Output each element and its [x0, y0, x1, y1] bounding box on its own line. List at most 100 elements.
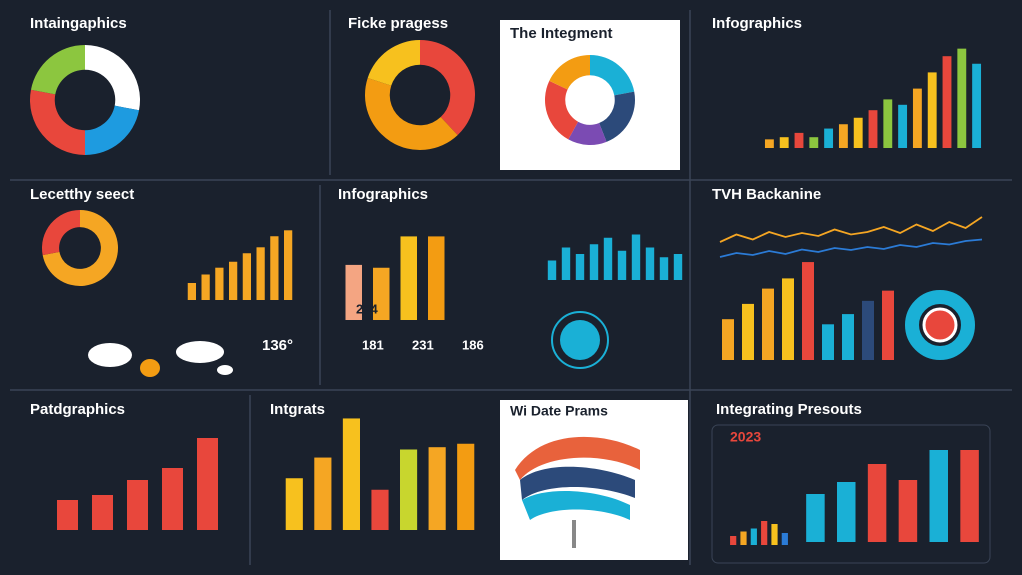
pie-segment [30, 45, 85, 95]
bar [722, 319, 734, 360]
panel-title: Intaingaphics [30, 15, 127, 32]
bar [764, 139, 774, 148]
bar [400, 449, 418, 530]
bar [547, 260, 557, 280]
panel-title: Lecetthy seect [30, 186, 134, 203]
bar [428, 236, 445, 320]
bar [345, 264, 362, 320]
bar [781, 533, 788, 545]
panel-title: TVH Backanine [712, 186, 821, 203]
bar [215, 267, 224, 300]
panel-title: The Integment [510, 25, 613, 42]
panel-title: Infographics [712, 15, 802, 32]
bar [617, 250, 627, 280]
bar [742, 303, 754, 360]
bar [730, 536, 737, 545]
bar [285, 478, 303, 530]
bar [400, 236, 417, 320]
bar [127, 480, 148, 530]
pie-segment [590, 55, 635, 96]
bar [806, 494, 825, 542]
bar [229, 261, 238, 300]
pie-segment [364, 78, 458, 150]
bar [942, 56, 952, 149]
line [719, 238, 983, 258]
bar [201, 274, 210, 300]
bar [868, 110, 878, 148]
bar [761, 521, 768, 545]
annotation: 181 [362, 337, 384, 352]
bar [771, 524, 778, 545]
pie-segment [599, 91, 635, 142]
bar [371, 489, 389, 530]
bar [929, 450, 948, 542]
bar [284, 230, 293, 300]
bar [794, 132, 804, 148]
bar [645, 247, 655, 280]
pie-segment [42, 210, 118, 286]
bar [898, 480, 918, 542]
annotation: 136° [262, 337, 293, 354]
bar [314, 457, 332, 530]
annotation: 254 [356, 301, 378, 316]
bar [782, 278, 794, 360]
pie-segment [29, 89, 85, 155]
bar [822, 324, 834, 360]
panel-title: Ficke pragess [348, 15, 448, 32]
bar [867, 464, 887, 542]
pie-segment [85, 45, 141, 111]
bar [561, 247, 571, 280]
panel-title: Intgrats [270, 401, 325, 418]
bar [373, 267, 390, 320]
bar [242, 253, 251, 300]
annotation: 2023 [730, 429, 761, 445]
panel-title: Integrating Presouts [716, 401, 862, 418]
bar [882, 290, 894, 360]
bar [740, 531, 747, 545]
bar [837, 482, 856, 542]
pie-segment [41, 209, 80, 256]
bar [57, 500, 78, 530]
ring [551, 290, 975, 369]
bar [603, 237, 613, 280]
bar [342, 418, 360, 530]
pie-segment [544, 80, 579, 140]
pie-segment [568, 121, 607, 145]
pie-segment [549, 54, 590, 90]
bar [883, 99, 893, 148]
panel-title: Infographics [338, 186, 428, 203]
annotation: Wi Date Prams [510, 403, 608, 419]
bar [589, 244, 599, 280]
bar [256, 247, 265, 300]
panel-frame [711, 424, 991, 564]
bar [631, 234, 641, 280]
bar [802, 262, 814, 360]
bar [853, 117, 863, 148]
bar [162, 468, 183, 530]
bar [842, 314, 854, 360]
bar [197, 438, 218, 530]
ribbon [515, 436, 640, 548]
bar [912, 88, 922, 148]
bar [457, 443, 475, 530]
bar [927, 72, 937, 148]
pie-segment [420, 40, 475, 136]
bar [762, 288, 774, 360]
pie-segment [85, 105, 140, 155]
annotation: 186 [462, 337, 484, 352]
card [500, 20, 680, 170]
panel-title: Patdgraphics [30, 401, 125, 418]
bar [270, 236, 279, 300]
bar [898, 104, 908, 148]
bar [779, 137, 789, 148]
bar [92, 495, 113, 530]
bar [575, 254, 585, 280]
bar [187, 283, 196, 300]
bar [824, 128, 834, 148]
bar [957, 48, 967, 148]
world-map [88, 341, 233, 377]
annotation: 231 [412, 337, 434, 352]
line [719, 216, 983, 243]
bar [809, 137, 819, 148]
